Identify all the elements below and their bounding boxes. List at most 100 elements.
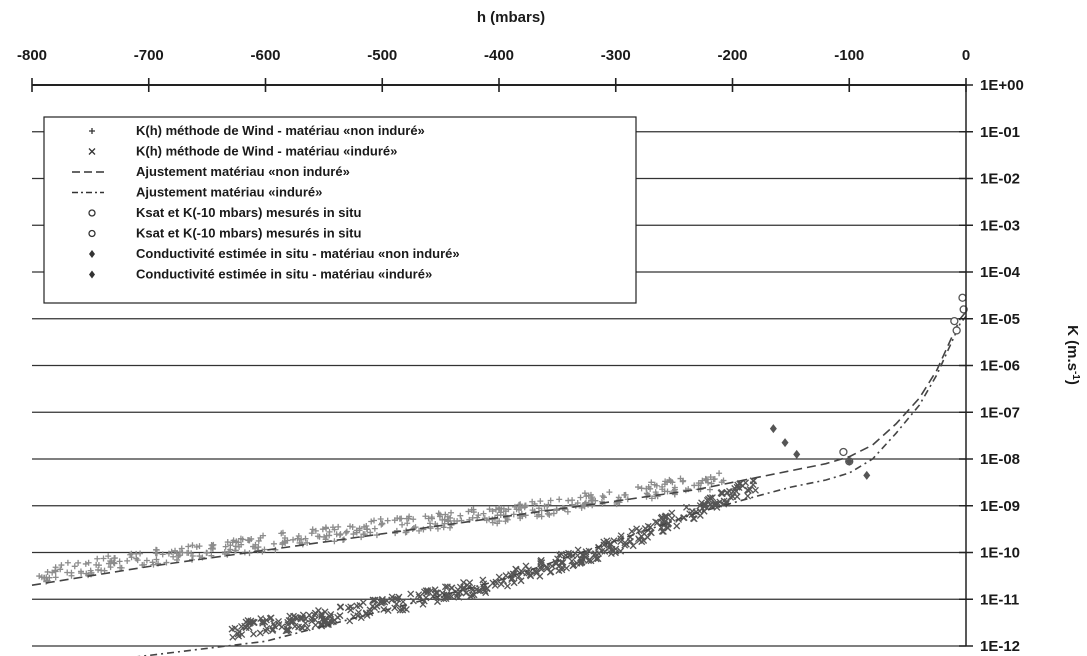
- plus-marker: [68, 569, 75, 576]
- plus-marker: [350, 531, 357, 538]
- x-marker: [700, 503, 708, 511]
- x-marker: [744, 492, 752, 500]
- plus-marker: [664, 488, 671, 495]
- x-marker: [297, 615, 305, 623]
- series-4: [137, 315, 967, 656]
- y-tick-label: 1E-05: [980, 311, 1020, 328]
- x-marker: [668, 509, 676, 517]
- plus-marker: [105, 553, 112, 560]
- plus-marker: [384, 517, 391, 524]
- x-marker: [284, 618, 292, 626]
- x-marker: [318, 611, 326, 619]
- plus-marker: [343, 528, 350, 535]
- x-marker: [373, 602, 381, 610]
- x-marker: [565, 549, 572, 557]
- x-marker: [708, 494, 716, 501]
- plus-marker: [85, 559, 92, 566]
- plus-marker: [52, 574, 59, 581]
- plus-marker: [270, 540, 277, 547]
- fit-curve: [137, 315, 967, 656]
- plus-marker: [159, 551, 166, 558]
- plus-marker: [100, 555, 107, 562]
- x-marker: [517, 577, 525, 585]
- x-marker: [394, 595, 402, 603]
- x-marker: [286, 612, 294, 620]
- plus-marker: [510, 511, 517, 518]
- legend-label: Ajustement matériau «induré»: [136, 185, 322, 200]
- plus-marker: [149, 559, 156, 566]
- x-marker: [431, 586, 439, 594]
- x-marker: [507, 571, 515, 579]
- x-marker: [434, 593, 442, 601]
- x-tick-label: -500: [367, 47, 397, 64]
- x-tick-label: -800: [17, 47, 47, 64]
- legend-label: K(h) méthode de Wind - matériau «non ind…: [136, 123, 425, 138]
- plus-marker: [175, 553, 182, 560]
- plus-marker: [227, 542, 234, 549]
- plus-marker: [323, 525, 330, 532]
- plus-marker: [111, 555, 118, 562]
- x-marker: [344, 604, 352, 612]
- x-marker: [263, 624, 271, 632]
- plus-marker: [577, 494, 584, 501]
- x-marker: [673, 522, 681, 530]
- circle-marker: [950, 316, 959, 326]
- plus-marker: [342, 529, 349, 536]
- x-marker: [543, 563, 551, 571]
- x-marker: [267, 614, 275, 622]
- plus-marker: [398, 515, 405, 522]
- plus-marker: [290, 536, 297, 543]
- x-marker: [282, 627, 290, 635]
- x-marker: [256, 629, 264, 637]
- plus-marker: [298, 536, 305, 543]
- plus-marker: [261, 546, 268, 553]
- legend-entry: Conductivité estimée in situ - matériau …: [89, 246, 460, 261]
- plus-marker: [653, 482, 660, 489]
- x-marker: [698, 499, 706, 507]
- series-2: [228, 477, 759, 641]
- circle-marker: [958, 293, 967, 302]
- x-marker: [415, 591, 423, 599]
- plus-marker: [486, 506, 493, 513]
- x-marker: [497, 580, 505, 588]
- x-marker: [337, 603, 344, 611]
- x-marker: [424, 587, 432, 595]
- plus-marker: [260, 532, 267, 539]
- plus-marker: [512, 503, 519, 510]
- x-marker: [594, 555, 602, 563]
- diamond-marker: [845, 456, 853, 466]
- plus-marker: [87, 567, 94, 574]
- y-axis-title-sup: -1: [1071, 371, 1082, 380]
- plus-marker: [444, 517, 451, 524]
- plus-marker: [57, 566, 64, 573]
- x-marker: [752, 486, 759, 494]
- plus-marker: [451, 517, 458, 524]
- x-marker: [392, 595, 399, 603]
- plus-marker: [304, 539, 311, 546]
- x-marker: [658, 527, 666, 535]
- plus-marker: [680, 477, 687, 484]
- x-marker: [711, 501, 719, 509]
- legend-entry: Ajustement matériau «induré»: [72, 185, 322, 200]
- x-marker: [393, 600, 401, 608]
- plus-marker: [710, 476, 717, 483]
- plus-marker: [281, 538, 288, 545]
- x-marker: [380, 605, 388, 613]
- plus-marker: [422, 513, 429, 520]
- diamond-marker: [781, 438, 789, 448]
- y-tick-label: 1E-03: [980, 217, 1020, 234]
- x-marker: [388, 593, 396, 601]
- x-marker: [652, 518, 660, 526]
- plus-marker: [669, 479, 676, 486]
- x-marker: [261, 618, 269, 626]
- x-tick-label: -100: [834, 47, 864, 64]
- x-marker: [617, 538, 625, 546]
- plus-marker: [379, 520, 386, 527]
- legend-label: Conductivité estimée in situ - matériau …: [136, 267, 432, 282]
- plus-marker: [255, 544, 262, 551]
- plus-marker: [645, 483, 652, 490]
- series-1: [36, 470, 727, 585]
- x-marker: [662, 512, 670, 520]
- x-marker: [275, 621, 283, 628]
